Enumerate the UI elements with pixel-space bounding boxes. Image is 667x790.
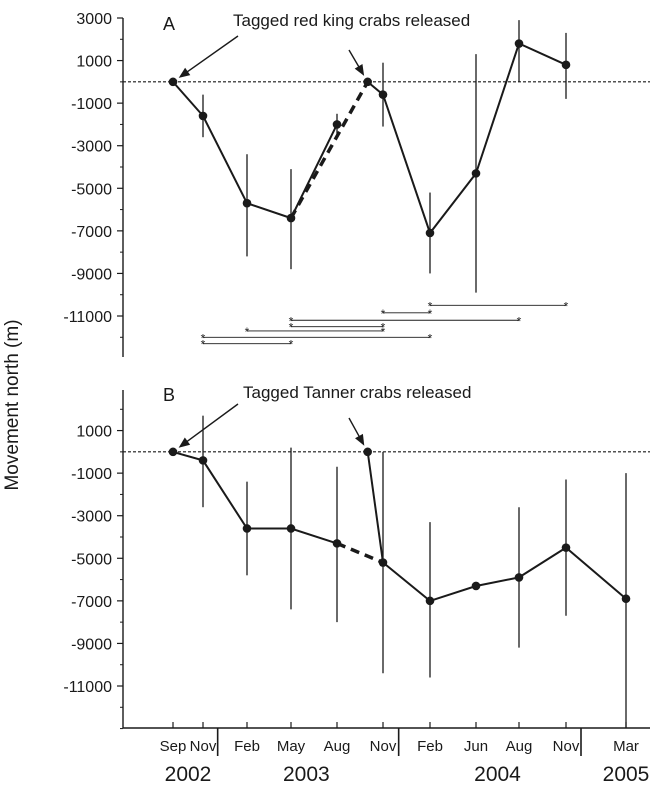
y-tick-label: -3000 (71, 139, 112, 156)
significance-star: * (201, 331, 206, 345)
y-tick-label: -9000 (71, 636, 112, 653)
series-line (367, 42, 567, 236)
release-arrow-head (178, 437, 191, 448)
x-tick-label: Aug (506, 738, 533, 755)
data-point (286, 213, 296, 223)
year-label: 2004 (474, 763, 521, 786)
significance-star: * (517, 314, 522, 328)
data-point (198, 456, 208, 465)
data-point (561, 543, 571, 552)
significance-star: * (428, 307, 433, 321)
data-point (514, 573, 524, 582)
panel-A: A Tagged red king crabs released 3000 100… (63, 11, 650, 357)
release-arrow-head (178, 67, 191, 78)
release-arrow-head (355, 433, 365, 446)
data-point (168, 447, 178, 457)
data-point (471, 581, 481, 591)
series-line (366, 451, 627, 603)
year-label: 2003 (283, 763, 330, 786)
y-axis-label: Movement north (m) (2, 319, 23, 490)
y-tick-label: -11000 (63, 309, 112, 326)
significance-star: * (428, 299, 433, 313)
significance-star: * (245, 325, 250, 339)
data-point (332, 120, 342, 129)
release-arrow (181, 403, 239, 446)
data-point (425, 228, 435, 238)
data-point (471, 169, 481, 178)
significance-star: * (564, 299, 569, 313)
y-tick-label: -5000 (71, 181, 112, 198)
data-point (242, 524, 252, 533)
y-tick-label: -11000 (63, 679, 112, 696)
x-tick-label: May (277, 738, 306, 755)
release-arrow (181, 35, 239, 77)
data-point (242, 198, 252, 208)
annotation-B: Tagged Tanner crabs released (243, 383, 471, 402)
significance-star: * (428, 331, 433, 345)
series-line (172, 450, 338, 545)
data-point (621, 594, 631, 604)
data-point (168, 77, 178, 87)
release-arrow-head (354, 64, 365, 76)
data-point (363, 77, 372, 87)
year-label: 2002 (165, 763, 212, 786)
y-tick-label: 1000 (76, 424, 112, 441)
y-tick-label: -3000 (71, 509, 112, 526)
data-point (561, 60, 571, 70)
y-tick-label: -5000 (71, 551, 112, 568)
x-tick-label: Mar (613, 738, 639, 755)
x-tick-label: Nov (370, 738, 397, 755)
significance-star: * (289, 338, 294, 352)
y-tick-label: 3000 (76, 11, 112, 28)
series-line (172, 81, 338, 220)
data-point (332, 539, 342, 548)
annotation-A: Tagged red king crabs released (233, 11, 470, 30)
x-tick-label: Feb (234, 738, 260, 755)
significance-star: * (289, 321, 294, 335)
panel-label-B: B (163, 385, 175, 405)
year-label: 2005 (603, 763, 650, 786)
significance-star: * (381, 325, 386, 339)
significance-star: * (201, 338, 206, 352)
data-point (514, 39, 524, 48)
data-point (286, 524, 296, 533)
data-point (425, 596, 435, 606)
x-tick-label: Jun (464, 738, 488, 755)
x-tick-label: Nov (553, 738, 580, 755)
data-point (198, 111, 208, 121)
x-tick-label: Feb (417, 738, 443, 755)
dashed-segment (336, 541, 384, 565)
significance-star: * (381, 307, 386, 321)
significance-star: * (289, 314, 294, 328)
x-tick-label: Sep (160, 738, 187, 755)
panel-B: B Tagged Tanner crabs released 1000 -1000… (63, 383, 650, 730)
dashed-segment (289, 80, 370, 219)
data-point (378, 90, 388, 99)
y-tick-label: -9000 (71, 266, 112, 283)
data-point (363, 447, 372, 457)
y-tick-label: -7000 (71, 594, 112, 611)
x-tick-label: Nov (190, 738, 217, 755)
y-tick-label: -1000 (71, 96, 112, 113)
y-tick-label: -1000 (71, 466, 112, 483)
x-tick-label: Aug (324, 738, 351, 755)
y-tick-label: 1000 (76, 54, 112, 71)
significance-star: * (381, 321, 386, 335)
panel-label-A: A (163, 14, 175, 34)
y-tick-label: -7000 (71, 224, 112, 241)
data-point (378, 558, 388, 567)
